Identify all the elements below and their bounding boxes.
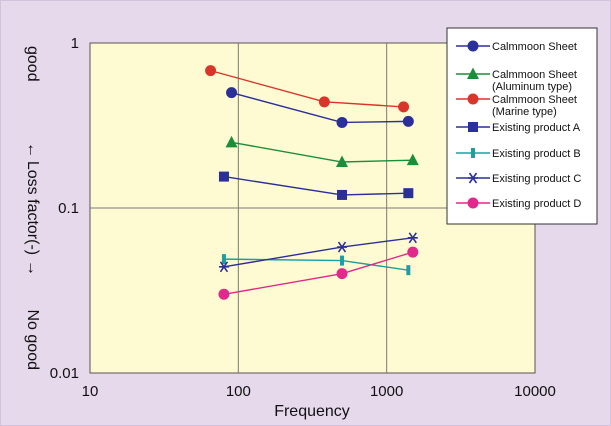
data-series — [205, 65, 419, 300]
data-point — [340, 255, 345, 266]
data-point — [221, 254, 226, 265]
data-point — [218, 288, 230, 300]
data-point — [407, 232, 418, 244]
x-tick-label: 10000 — [514, 383, 556, 400]
legend-item: Existing product A — [456, 122, 581, 134]
legend-label: Calmmoon Sheet — [492, 69, 577, 81]
data-point — [398, 101, 410, 113]
data-point — [336, 116, 348, 128]
data-point — [402, 115, 414, 127]
x-tick-label: 100 — [226, 383, 251, 400]
series-2 — [225, 135, 419, 168]
legend-marker — [471, 148, 475, 158]
legend-item: Existing product B — [456, 148, 581, 160]
y-axis-title: Loss factor(-) — [24, 161, 41, 255]
x-tick-label: 10 — [82, 383, 99, 400]
legend-marker — [467, 40, 479, 52]
legend-label: Calmmoon Sheet — [492, 41, 577, 53]
data-point — [218, 261, 229, 273]
legend-label: Existing product A — [492, 122, 581, 134]
legend-marker — [467, 197, 479, 209]
series-3 — [205, 65, 410, 113]
data-point — [225, 135, 238, 148]
legend-label: Existing product D — [492, 198, 581, 210]
data-point — [406, 153, 419, 166]
y-tick-label: 0.01 — [50, 365, 79, 382]
legend-label: Existing product C — [492, 173, 581, 185]
y-axis-title-group: good ← Loss factor(-) → No good — [24, 46, 41, 370]
legend-item: Calmmoon Sheet — [456, 40, 577, 53]
down-arrow-icon: → — [24, 260, 41, 276]
data-point — [337, 189, 348, 200]
data-point — [406, 265, 411, 276]
data-point — [407, 246, 419, 258]
x-axis-title: Frequency — [274, 403, 350, 420]
x-tick-label: 1000 — [370, 383, 403, 400]
data-point — [318, 96, 330, 108]
data-point — [336, 155, 349, 168]
data-point — [403, 188, 414, 199]
legend-item: Calmmoon Sheet(Marine type) — [456, 93, 577, 118]
data-point — [226, 87, 238, 99]
legend-marker — [468, 122, 478, 132]
legend-item: Existing product C — [456, 172, 581, 185]
series-6 — [218, 232, 418, 273]
series-7 — [218, 246, 419, 300]
data-point — [336, 268, 348, 280]
data-point — [218, 171, 229, 182]
y-axis-nogood-label: No good — [24, 310, 41, 371]
legend-marker — [467, 67, 479, 79]
y-axis-good-label: good — [24, 46, 41, 82]
legend-marker — [467, 93, 479, 105]
legend-marker — [468, 172, 478, 184]
legend-label: (Marine type) — [492, 106, 557, 118]
legend-label: (Aluminum type) — [492, 81, 572, 93]
legend-label: Existing product B — [492, 148, 581, 160]
y-tick-label: 0.1 — [58, 200, 79, 217]
series-1 — [226, 87, 414, 128]
series-4 — [218, 171, 414, 200]
legend-item: Calmmoon Sheet(Aluminum type) — [456, 67, 577, 93]
tick-labels: 10 100 1000 10000 0.01 0.1 1 — [50, 35, 556, 400]
legend-item: Existing product D — [456, 197, 581, 210]
legend-label: Calmmoon Sheet — [492, 94, 577, 106]
data-point — [205, 65, 217, 77]
up-arrow-icon: ← — [24, 142, 41, 158]
y-tick-label: 1 — [71, 35, 79, 52]
data-point — [337, 241, 348, 253]
